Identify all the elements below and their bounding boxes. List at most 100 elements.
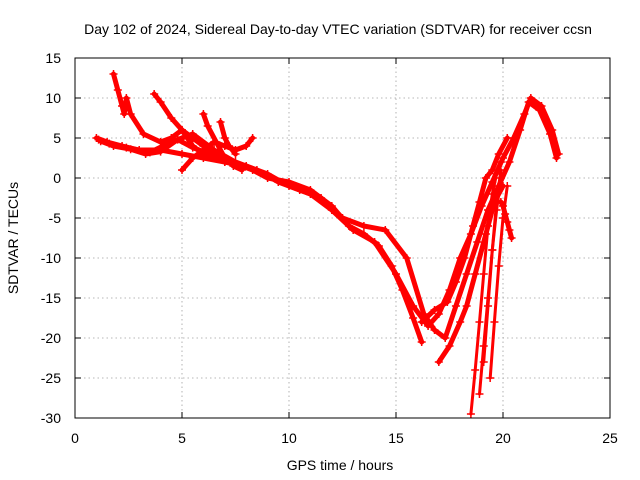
data-traces <box>92 70 563 418</box>
data-point <box>220 142 229 150</box>
data-point <box>156 147 165 156</box>
data-point <box>409 314 418 322</box>
data-point <box>109 142 118 150</box>
data-point <box>473 238 482 246</box>
x-axis-label: GPS time / hours <box>287 457 394 473</box>
series-line <box>98 137 425 345</box>
data-point <box>203 122 212 130</box>
data-point <box>499 214 507 222</box>
x-tick-label: 10 <box>281 430 297 446</box>
data-point <box>516 126 525 134</box>
data-point <box>481 174 490 182</box>
series-drop-1 <box>466 158 505 418</box>
data-point <box>456 318 465 326</box>
data-point <box>471 270 480 278</box>
data-point <box>188 134 197 142</box>
y-tick-label: -20 <box>41 330 61 346</box>
y-tick-label: -30 <box>41 410 61 426</box>
data-point <box>503 218 512 226</box>
data-point <box>109 70 118 78</box>
chart-title: Day 102 of 2024, Sidereal Day-to-day VTE… <box>84 21 592 37</box>
grid-lines <box>75 58 610 418</box>
data-point <box>199 146 208 154</box>
data-point <box>359 230 368 238</box>
data-point <box>178 166 186 174</box>
data-point <box>417 338 426 346</box>
data-point <box>285 178 293 186</box>
data-point <box>417 318 426 326</box>
x-tick-label: 5 <box>178 430 186 446</box>
data-point <box>344 222 353 230</box>
data-point <box>451 302 460 310</box>
data-point <box>503 182 512 190</box>
data-point <box>96 137 105 146</box>
data-point <box>402 254 411 262</box>
plot-frame <box>74 57 611 419</box>
data-point <box>451 278 460 286</box>
data-point <box>475 198 484 206</box>
data-point <box>503 134 512 142</box>
series-drop-4 <box>479 166 505 366</box>
data-point <box>242 142 251 150</box>
data-point <box>398 286 407 294</box>
data-point <box>505 226 514 234</box>
data-point <box>248 134 257 142</box>
data-point <box>381 226 390 234</box>
data-point <box>359 222 368 230</box>
data-point <box>462 302 471 310</box>
data-point <box>488 246 497 254</box>
x-tick-label: 0 <box>71 430 79 446</box>
data-point <box>216 118 225 126</box>
data-point <box>494 262 503 270</box>
y-tick-label: -5 <box>49 210 62 226</box>
data-point <box>141 150 150 158</box>
data-point <box>505 158 514 166</box>
data-point <box>462 270 471 278</box>
y-tick-label: -25 <box>41 370 61 386</box>
data-point <box>494 150 503 158</box>
data-point <box>496 166 505 174</box>
data-point <box>484 222 493 230</box>
data-point <box>430 306 439 314</box>
data-point <box>445 342 454 350</box>
data-point <box>492 198 501 206</box>
data-point <box>327 202 336 210</box>
y-tick-label: -10 <box>41 250 61 266</box>
data-point <box>173 135 182 144</box>
data-point <box>443 298 452 306</box>
y-tick-label: 10 <box>45 90 61 106</box>
data-point <box>469 222 478 230</box>
data-point <box>113 86 122 94</box>
data-point <box>524 98 533 106</box>
series-line <box>436 183 506 365</box>
data-point <box>156 98 165 106</box>
data-point <box>475 390 484 398</box>
data-point <box>167 114 176 122</box>
series-trace-c <box>96 135 426 346</box>
data-point <box>248 166 257 174</box>
data-point <box>188 142 197 150</box>
data-point <box>488 166 497 174</box>
data-point <box>479 358 488 366</box>
data-point <box>430 326 439 334</box>
data-point <box>229 162 238 170</box>
data-point <box>507 234 516 242</box>
data-point <box>552 154 561 162</box>
y-tick-label: 0 <box>53 170 61 186</box>
data-point <box>546 130 555 138</box>
data-point <box>486 374 495 382</box>
y-tick-label: -15 <box>41 290 61 306</box>
data-point <box>535 106 544 114</box>
data-point <box>210 138 219 146</box>
series-line <box>151 91 228 165</box>
series-trace-h <box>178 134 257 174</box>
data-point <box>460 254 469 262</box>
data-point <box>488 190 497 198</box>
x-tick-label: 15 <box>388 430 404 446</box>
series-trace-j <box>417 134 512 326</box>
data-point <box>167 134 176 142</box>
data-point <box>484 302 493 310</box>
data-point <box>374 242 383 250</box>
data-point <box>306 186 315 194</box>
data-point <box>490 318 499 326</box>
